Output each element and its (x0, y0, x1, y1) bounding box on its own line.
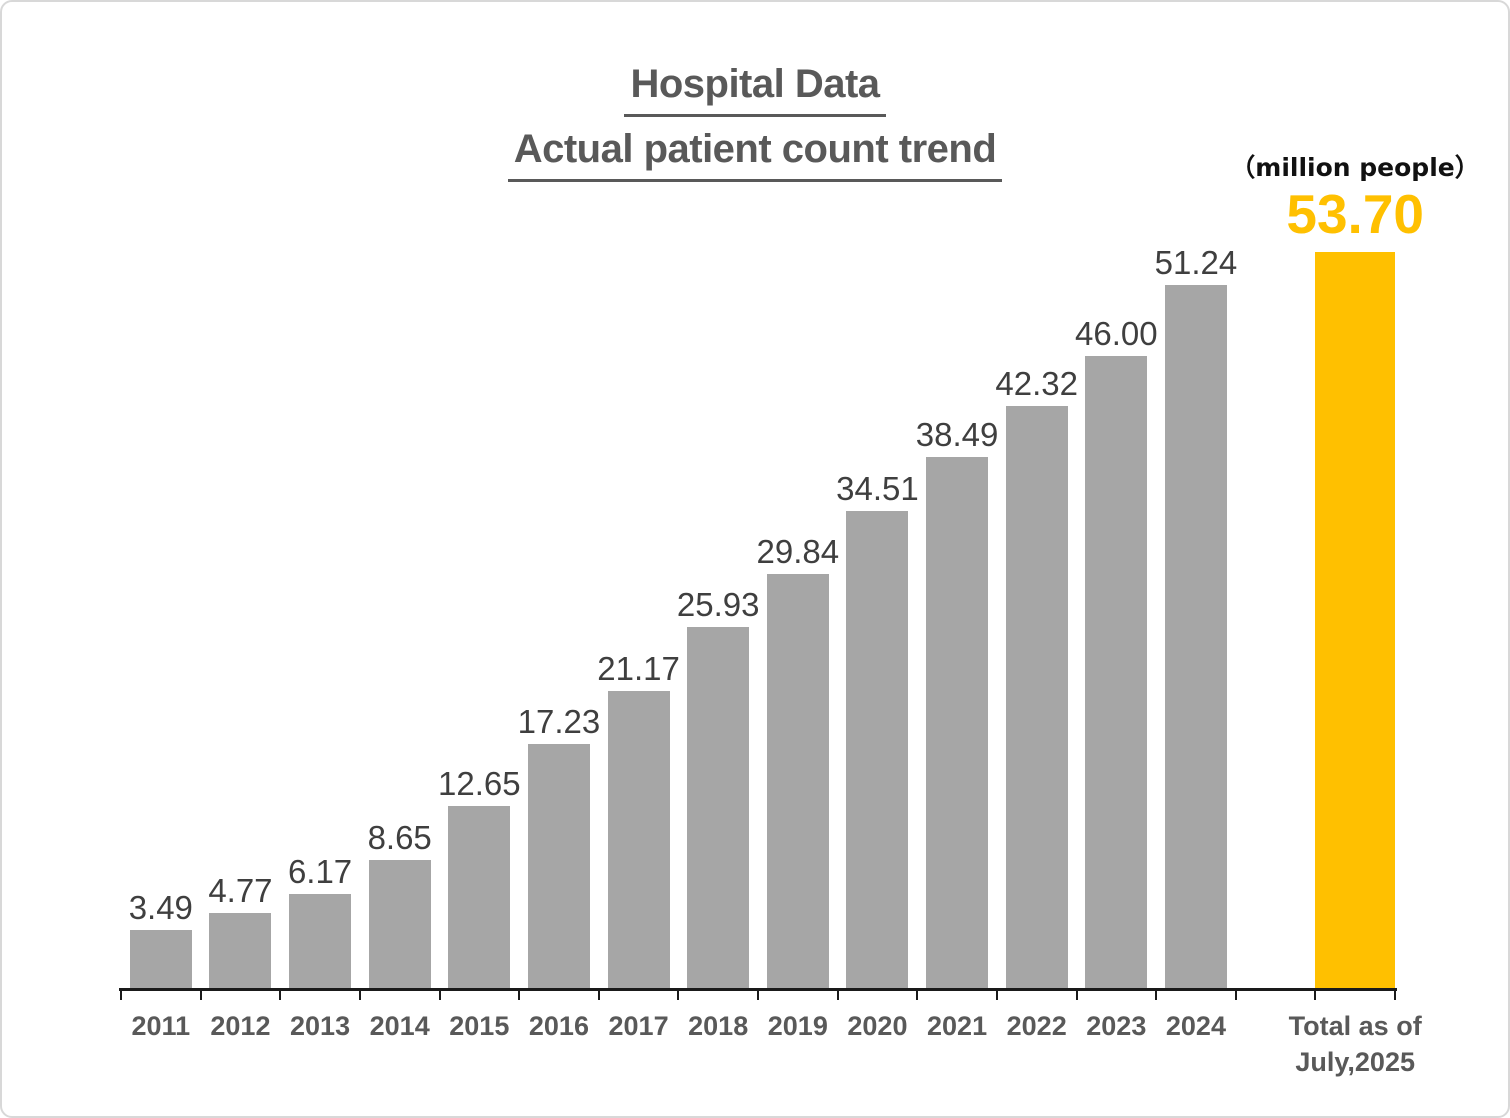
category-label-line: 2017 (608, 1011, 669, 1041)
bar-2016 (527, 744, 590, 990)
value-label-2023: 46.00 (1075, 315, 1158, 352)
category-label-line: 2023 (1086, 1011, 1147, 1041)
axis-tick (916, 991, 919, 1000)
value-label-2011: 3.49 (128, 889, 193, 926)
value-label-2018: 25.93 (676, 586, 760, 623)
bar-2021 (926, 457, 989, 990)
category-label-2018: 2018 (638, 1008, 798, 1044)
total-value-label: 53.70 (1286, 183, 1424, 245)
axis-tick (358, 991, 361, 1000)
axis-tick (836, 991, 839, 1000)
value-label-2013: 6.17 (287, 853, 353, 890)
bar-2013 (289, 894, 352, 990)
category-label-2022: 2022 (957, 1008, 1117, 1044)
axis-tick (757, 991, 759, 1000)
category-label-2013: 2013 (240, 1008, 400, 1044)
category-label-line: 2020 (847, 1011, 908, 1041)
bar-2023 (1085, 356, 1148, 990)
category-label-line: Total as of (1288, 1011, 1422, 1041)
axis-tick (995, 991, 998, 1000)
value-label-2021: 38.49 (915, 416, 999, 453)
axis-tick (438, 991, 441, 1000)
axis-tick (279, 991, 282, 1000)
x-axis-line (119, 988, 1397, 991)
category-label-2020: 2020 (797, 1008, 957, 1044)
value-label-2015: 12.65 (438, 765, 521, 802)
category-label-2019: 2019 (718, 1008, 878, 1044)
category-label-2014: 2014 (320, 1008, 480, 1044)
category-label-line: 2018 (688, 1011, 749, 1041)
unit-label: （million people） (1230, 153, 1480, 182)
bar-2024 (1164, 285, 1227, 990)
bar-2020 (846, 511, 909, 990)
value-label-2016: 17.23 (517, 703, 601, 740)
category-label-2011: 2011 (81, 1008, 241, 1044)
category-label-2016: 2016 (479, 1008, 639, 1044)
bar-2017 (607, 691, 670, 990)
category-label-line: 2013 (290, 1011, 351, 1041)
category-label-line: 2019 (767, 1011, 828, 1041)
bar-2011 (129, 930, 192, 990)
axis-tick (1155, 991, 1158, 1000)
axis-tick (1234, 991, 1237, 1000)
value-label-2019: 29.84 (756, 533, 840, 570)
value-label-2012: 4.77 (208, 872, 273, 909)
chart-title: Hospital Data Actual patient count trend (2, 62, 1508, 192)
axis-tick (597, 991, 600, 1000)
category-label-2012: 2012 (160, 1008, 320, 1044)
axis-tick (677, 991, 680, 1000)
category-label-line: 2016 (528, 1011, 589, 1041)
category-label-2017: 2017 (559, 1008, 719, 1044)
value-label-2024: 51.24 (1154, 244, 1238, 281)
bar-2015 (448, 806, 511, 990)
category-label-2021: 2021 (877, 1008, 1037, 1044)
axis-tick (1075, 991, 1078, 1000)
category-label-line: July,2025 (1295, 1047, 1415, 1077)
chart-title-line2-wrap: Actual patient count trend (2, 127, 1508, 182)
value-label-2014: 8.65 (367, 819, 432, 856)
category-label-line: 2021 (927, 1011, 988, 1041)
category-label-2015: 2015 (399, 1008, 559, 1044)
value-label-2017: 21.17 (597, 650, 680, 687)
category-label-line: 2014 (369, 1011, 430, 1041)
bar-2012 (209, 913, 272, 990)
category-label-2024: 2024 (1116, 1008, 1276, 1044)
chart-title-line2: Actual patient count trend (507, 127, 1003, 182)
axis-tick (518, 991, 521, 1000)
chart-title-line1-wrap: Hospital Data (2, 62, 1508, 117)
axis-tick (120, 991, 122, 1000)
category-label-line: 2011 (131, 1011, 191, 1041)
value-label-2022: 42.32 (995, 365, 1078, 402)
axis-tick (1314, 991, 1317, 1000)
axis-tick (1394, 991, 1396, 1000)
category-label-total-as-of-july-2025: Total as of July,2025 (1275, 1008, 1435, 1080)
value-label-2020: 34.51 (836, 470, 919, 507)
category-label-line: 2012 (210, 1011, 271, 1041)
category-label-2023: 2023 (1036, 1008, 1196, 1044)
bar-2018 (687, 627, 750, 990)
bar-2022 (1005, 406, 1068, 990)
plot-area: 3.49 4.77 6.17 8.65 12.65 17.23 21.17 25.93 29.8… (2, 2, 1508, 990)
category-label-line: 2015 (449, 1011, 510, 1041)
axis-tick (199, 991, 202, 1000)
category-label-line: 2024 (1165, 1011, 1226, 1041)
category-label-line: 2022 (1006, 1011, 1067, 1041)
bar-2019 (766, 574, 829, 990)
bar-total-as-of-july-2025 (1315, 252, 1396, 990)
bar-2014 (368, 860, 431, 990)
chart-title-line1: Hospital Data (624, 62, 886, 117)
